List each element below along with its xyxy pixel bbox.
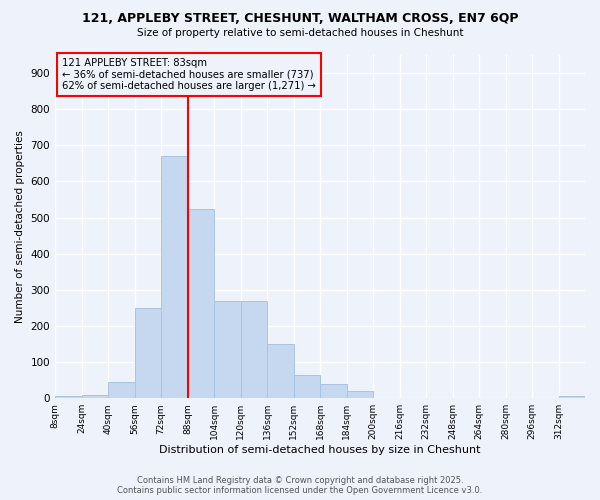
Bar [293, 374, 320, 398]
Bar [188, 208, 214, 398]
Bar [82, 394, 108, 398]
Bar [347, 391, 373, 398]
Bar [108, 382, 134, 398]
Bar [241, 300, 267, 398]
Text: 121, APPLEBY STREET, CHESHUNT, WALTHAM CROSS, EN7 6QP: 121, APPLEBY STREET, CHESHUNT, WALTHAM C… [82, 12, 518, 26]
Text: 121 APPLEBY STREET: 83sqm
← 36% of semi-detached houses are smaller (737)
62% of: 121 APPLEBY STREET: 83sqm ← 36% of semi-… [62, 58, 316, 91]
Bar [559, 396, 585, 398]
Text: Size of property relative to semi-detached houses in Cheshunt: Size of property relative to semi-detach… [137, 28, 463, 38]
X-axis label: Distribution of semi-detached houses by size in Cheshunt: Distribution of semi-detached houses by … [159, 445, 481, 455]
Bar [55, 396, 82, 398]
Bar [267, 344, 293, 398]
Bar [214, 300, 241, 398]
Text: Contains HM Land Registry data © Crown copyright and database right 2025.
Contai: Contains HM Land Registry data © Crown c… [118, 476, 482, 495]
Y-axis label: Number of semi-detached properties: Number of semi-detached properties [15, 130, 25, 323]
Bar [320, 384, 347, 398]
Bar [134, 308, 161, 398]
Bar [161, 156, 188, 398]
